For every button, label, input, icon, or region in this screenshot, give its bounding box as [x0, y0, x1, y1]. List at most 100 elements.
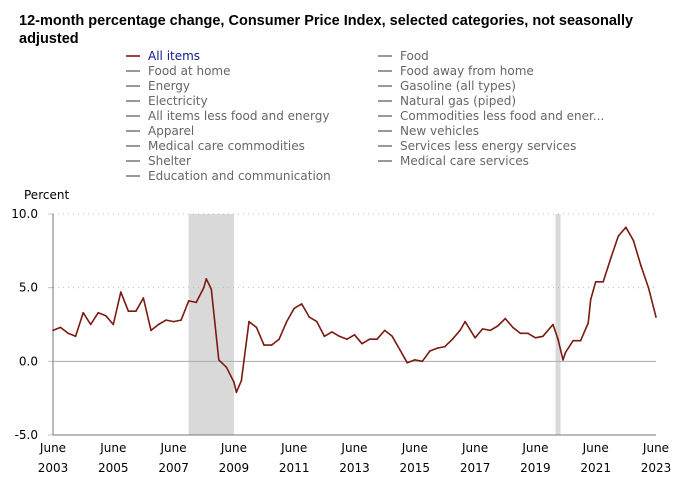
legend-swatch [126, 159, 140, 162]
data-point [127, 310, 130, 313]
data-point [233, 381, 235, 383]
y-tick-label: -5.0 [15, 428, 38, 442]
legend-swatch [126, 84, 140, 87]
x-tick-year: 2003 [38, 461, 69, 475]
legend-swatch [126, 54, 140, 57]
data-point [474, 336, 476, 339]
data-point [632, 239, 635, 242]
x-tick-year: 2007 [158, 461, 189, 475]
data-point [112, 323, 115, 326]
legend-swatch [126, 99, 140, 102]
data-point [293, 307, 296, 310]
legend-label: Gasoline (all types) [400, 78, 516, 93]
data-point [316, 320, 318, 323]
legend-item[interactable]: Energy [126, 78, 378, 93]
legend-swatch [378, 159, 392, 162]
legend-item[interactable]: Education and communication [126, 168, 378, 183]
data-point [640, 264, 642, 267]
data-point [368, 338, 371, 341]
data-point [278, 338, 280, 341]
y-tick-label: 10.0 [11, 207, 38, 221]
x-tick-label: June [461, 441, 488, 455]
x-tick-label: June [39, 441, 66, 455]
legend-swatch [126, 114, 140, 117]
legend-item[interactable]: Commodities less food and ener... [378, 108, 638, 123]
data-point [346, 338, 348, 341]
x-tick-label: June [160, 441, 187, 455]
data-point [609, 257, 612, 260]
legend-label: Apparel [148, 123, 195, 138]
legend-item[interactable]: Shelter [126, 153, 378, 168]
data-point [82, 311, 84, 314]
x-tick-label: June [521, 441, 548, 455]
legend-item[interactable]: Food [378, 48, 638, 63]
data-point [489, 329, 491, 332]
legend-item[interactable]: Gasoline (all types) [378, 78, 638, 93]
legend-swatch [378, 144, 392, 147]
shaded-period [188, 214, 234, 435]
legend-label: Shelter [148, 153, 191, 168]
data-point [496, 325, 499, 327]
legend-item[interactable]: Electricity [126, 93, 378, 108]
data-point [625, 226, 627, 229]
x-tick-label: June [280, 441, 307, 455]
data-point [587, 322, 589, 324]
legend-swatch [378, 114, 392, 117]
shaded-period [555, 214, 561, 435]
legend-label: Food [400, 48, 429, 63]
data-point [552, 323, 554, 326]
data-point [52, 329, 54, 332]
legend-swatch [378, 69, 392, 72]
legend-item[interactable]: Medical care commodities [126, 138, 378, 153]
data-point [157, 323, 160, 326]
legend-item[interactable]: All items [126, 48, 378, 63]
legend-label: Food away from home [400, 63, 534, 78]
x-tick-label: June [340, 441, 367, 455]
chart-title: 12-month percentage change, Consumer Pri… [19, 13, 634, 47]
data-point [74, 335, 77, 338]
data-point [120, 291, 122, 293]
data-point [572, 339, 574, 342]
legend-item[interactable]: Natural gas (piped) [378, 93, 638, 108]
legend-label: All items [148, 48, 201, 63]
legend-swatch [126, 144, 140, 147]
legend-item[interactable]: All items less food and energy [126, 108, 378, 123]
data-point [104, 314, 107, 317]
legend-item[interactable]: Food at home [126, 63, 378, 78]
data-point [589, 298, 592, 301]
data-point [338, 335, 341, 338]
x-tick-label: June [99, 441, 126, 455]
data-point [172, 320, 175, 323]
data-point [323, 335, 326, 338]
data-point [549, 326, 552, 329]
legend-item[interactable]: Medical care services [378, 153, 638, 168]
legend-item[interactable]: Food away from home [378, 63, 638, 78]
data-point [511, 326, 514, 329]
data-point [451, 338, 454, 341]
data-point [235, 391, 238, 394]
data-point [504, 317, 507, 320]
data-point [165, 319, 167, 321]
data-point [464, 320, 466, 323]
legend-item[interactable]: Apparel [126, 123, 378, 138]
legend-label: Services less energy services [400, 138, 577, 153]
data-point [647, 286, 650, 289]
legend-swatch [378, 99, 392, 102]
data-point [361, 342, 363, 345]
data-point [655, 316, 657, 318]
legend-item[interactable]: Services less energy services [378, 138, 638, 153]
data-point [187, 300, 190, 302]
legend-label: Medical care commodities [148, 138, 305, 153]
data-point [270, 344, 273, 346]
x-tick-year: 2017 [460, 461, 491, 475]
data-point [285, 320, 288, 323]
data-point [210, 288, 213, 290]
data-point [527, 332, 529, 335]
legend-item[interactable]: New vehicles [378, 123, 638, 138]
data-point [195, 301, 198, 304]
data-point [180, 319, 182, 321]
x-tick-label: June [642, 441, 669, 455]
x-tick-year: 2013 [339, 461, 370, 475]
data-point [202, 286, 205, 289]
x-tick-year: 2005 [98, 461, 129, 475]
